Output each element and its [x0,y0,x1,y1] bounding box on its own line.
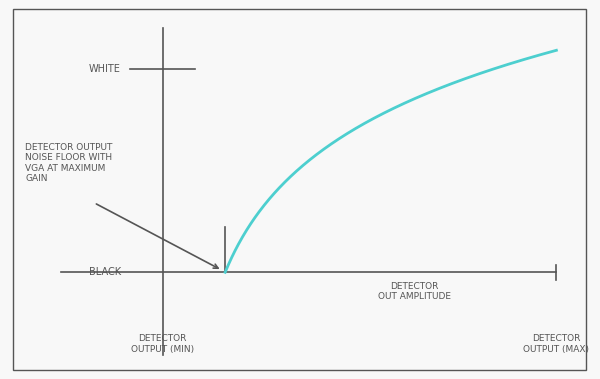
Text: DETECTOR
OUTPUT (MIN): DETECTOR OUTPUT (MIN) [131,334,194,354]
Text: WHITE: WHITE [89,64,121,74]
Text: BLACK: BLACK [89,267,121,277]
Text: DETECTOR OUTPUT
NOISE FLOOR WITH
VGA AT MAXIMUM
GAIN: DETECTOR OUTPUT NOISE FLOOR WITH VGA AT … [25,143,113,183]
Text: DETECTOR
OUT AMPLITUDE: DETECTOR OUT AMPLITUDE [378,282,451,301]
Text: DETECTOR
OUTPUT (MAX): DETECTOR OUTPUT (MAX) [523,334,589,354]
